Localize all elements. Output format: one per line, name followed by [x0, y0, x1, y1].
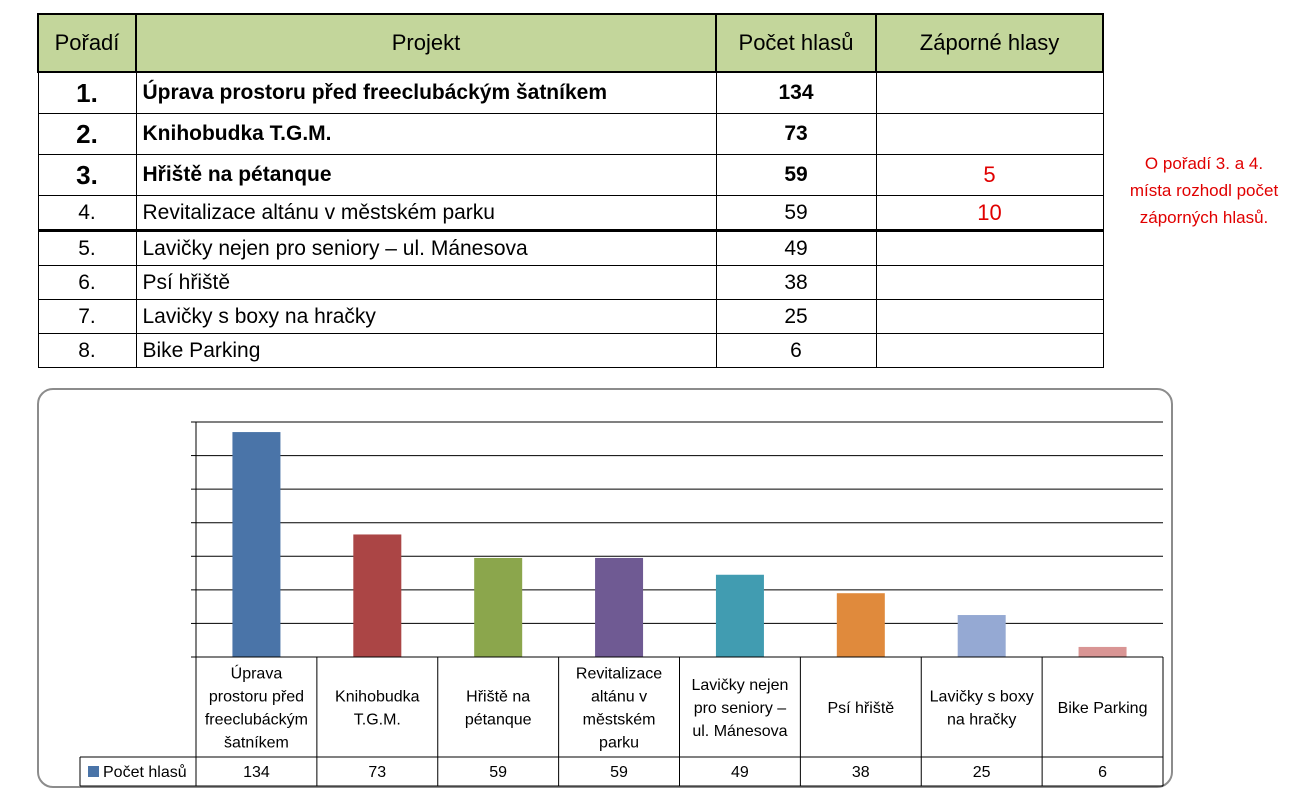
project-cell: Lavičky s boxy na hračky	[135, 299, 717, 334]
tie-break-note: O pořadí 3. a 4. místa rozhodl počet záp…	[1105, 150, 1303, 231]
x-tick-label: Lavičky s boxy na hračky	[930, 689, 1034, 729]
x-tick-label: Psí hřiště	[827, 700, 894, 717]
votes-cell: 38	[715, 265, 877, 300]
table-row: 4. Revitalizace altánu v městském parku …	[37, 195, 1104, 232]
bar	[836, 593, 885, 657]
votes-cell: 134	[715, 71, 877, 114]
bar	[957, 615, 1006, 657]
header-rank: Pořadí	[37, 13, 137, 73]
x-tick-label: Bike Parking	[1058, 700, 1148, 717]
rank-cell: 8.	[37, 333, 137, 368]
negative-cell: 5	[875, 154, 1104, 196]
x-tick-label: Lavičky nejen pro seniory – ul. Mánesova	[691, 677, 788, 740]
x-tick-label: Hřiště na pétanque	[465, 689, 532, 729]
chart-frame	[37, 388, 1173, 788]
table-header-row: Pořadí Projekt Počet hlasů Záporné hlasy	[37, 13, 1104, 73]
rank-cell: 4.	[37, 195, 137, 232]
data-label: 59	[610, 764, 628, 781]
table-row: 8. Bike Parking 6	[37, 333, 1104, 368]
project-cell: Knihobudka T.G.M.	[135, 113, 717, 155]
legend-swatch	[88, 766, 99, 777]
data-label: 38	[852, 764, 870, 781]
bar	[474, 557, 523, 657]
votes-cell: 73	[715, 113, 877, 155]
votes-cell: 59	[715, 195, 877, 232]
data-label: 73	[368, 764, 386, 781]
rank-cell: 3.	[37, 154, 137, 196]
negative-cell	[875, 333, 1104, 368]
results-table: Pořadí Projekt Počet hlasů Záporné hlasy…	[37, 13, 1104, 368]
votes-cell: 25	[715, 299, 877, 334]
header-votes: Počet hlasů	[715, 13, 877, 73]
negative-cell: 10	[875, 195, 1104, 232]
project-cell: Hřiště na pétanque	[135, 154, 717, 196]
data-label: 25	[973, 764, 991, 781]
legend-label: Počet hlasů	[103, 763, 187, 781]
votes-cell: 59	[715, 154, 877, 196]
negative-cell	[875, 113, 1104, 155]
x-tick-label: Revitalizace altánu v městském parku	[576, 666, 662, 752]
bar	[595, 557, 644, 657]
project-cell: Bike Parking	[135, 333, 717, 368]
header-negative: Záporné hlasy	[875, 13, 1104, 73]
note-line: O pořadí 3. a 4.	[1144, 154, 1264, 173]
table-row: 7. Lavičky s boxy na hračky 25	[37, 299, 1104, 334]
rank-cell: 7.	[37, 299, 137, 334]
rank-cell: 1.	[37, 71, 137, 114]
x-tick-label: Knihobudka T.G.M.	[335, 689, 420, 729]
table-row: 3. Hřiště na pétanque 59 5	[37, 154, 1104, 196]
rank-cell: 5.	[37, 230, 137, 266]
bar	[232, 432, 281, 657]
data-label: 134	[243, 764, 270, 781]
note-line: záporných hlasů.	[1139, 208, 1269, 227]
data-label: 49	[731, 764, 749, 781]
header-project: Projekt	[135, 13, 717, 73]
project-cell: Revitalizace altánu v městském parku	[135, 195, 717, 232]
data-label: 59	[489, 764, 507, 781]
bar	[1078, 646, 1127, 657]
data-label: 6	[1098, 764, 1107, 781]
bar	[353, 534, 402, 657]
x-tick-label: Úprava prostoru před freeclubáckým šatníkem	[205, 664, 308, 752]
bar	[715, 574, 764, 657]
note-line: místa rozhodl počet	[1129, 181, 1279, 200]
table-row: 2. Knihobudka T.G.M. 73	[37, 113, 1104, 155]
project-cell: Úprava prostoru před freeclubáckým šatní…	[135, 71, 717, 114]
